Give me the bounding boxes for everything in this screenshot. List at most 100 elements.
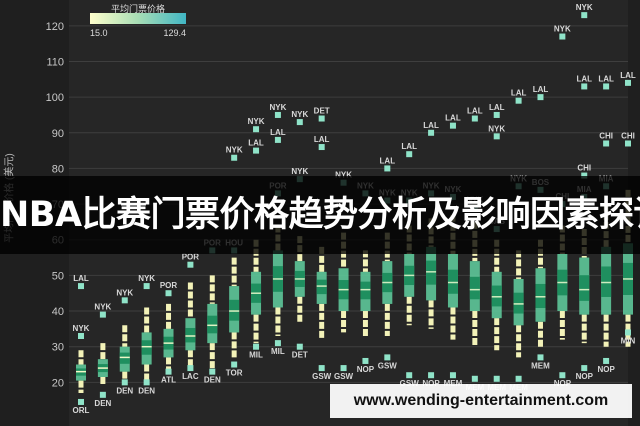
banner-title: NBA比赛门票价格趋势分析及影响因素探讨 [0,195,640,235]
outlier-point [603,83,610,90]
outlier-team-label: TOR [226,369,243,378]
legend-gradient-bar [90,13,186,24]
outlier-point [384,354,391,361]
legend-max-label: 129.4 [163,28,186,38]
outlier-team-label: NYK [291,167,308,176]
outlier-team-label: NOP [554,379,572,388]
outlier-point [471,375,478,382]
central-box [513,292,524,314]
outlier-team-label: ATL [161,376,176,385]
outlier-team-label: MEM [444,379,463,388]
outlier-team-label: LAL [576,74,592,83]
outlier-point [121,297,128,304]
legend-title: 平均门票价格 [110,4,165,14]
outlier-team-label: NYK [226,146,243,155]
outlier-team-label: NYK [248,117,265,126]
outlier-point [625,79,631,86]
central-box [535,283,546,309]
outlier-team-label: DEN [204,376,221,385]
outlier-team-label: MEM [531,361,550,370]
outlier-team-label: NOP [357,365,375,374]
outlier-point [78,398,84,405]
outlier-team-label: GSW [334,372,354,381]
y-tick-label: 100 [46,92,64,104]
outlier-point [362,357,369,364]
outlier-point [471,115,478,122]
outlier-point [231,154,238,161]
outlier-point [274,340,281,347]
y-tick-label: 80 [52,163,64,175]
outlier-point [428,372,435,379]
y-tick-label: 90 [52,128,64,140]
outlier-point [340,365,347,372]
y-tick-label: 50 [52,270,64,282]
central-box [360,281,371,300]
outlier-point [165,290,172,297]
outlier-point [253,147,260,154]
outlier-point [253,343,260,350]
outlier-point [99,391,106,398]
outlier-point [121,379,128,386]
central-box [141,340,152,355]
legend-min-label: 15.0 [90,28,108,38]
central-box [491,285,502,307]
outlier-point [187,261,194,268]
outlier-point [274,111,281,118]
title-banner: NBA比赛门票价格趋势分析及影响因素探讨 [0,176,640,254]
central-box [316,279,327,295]
outlier-point [515,375,522,382]
outlier-team-label: GSW [400,379,420,388]
outlier-team-label: LAL [598,74,614,83]
watermark-url: www.wending-entertainment.com [353,392,609,409]
color-legend: 平均门票价格 15.0 129.4 [86,2,190,40]
outlier-point [99,311,106,318]
outlier-team-label: LAL [73,274,89,283]
central-box [119,352,130,364]
outlier-point [143,379,150,386]
outlier-point [187,365,194,372]
outlier-point [253,126,260,133]
outlier-point [625,140,631,147]
outlier-point [493,375,500,382]
watermark-badge: www.wending-entertainment.com [330,384,632,418]
y-tick-label: 40 [52,306,64,318]
y-tick-label: 30 [52,342,64,354]
outlier-team-label: NYK [94,303,111,312]
outlier-point [406,372,413,379]
outlier-point [449,122,456,129]
outlier-team-label: DET [292,351,308,360]
outlier-point [581,12,588,19]
outlier-point [296,343,303,350]
outlier-team-label: LAL [314,135,330,144]
y-tick-label: 110 [46,56,64,68]
outlier-point [625,329,631,336]
outlier-team-label: DEN [138,386,155,395]
outlier-team-label: DEN [116,386,133,395]
central-box [185,327,196,343]
outlier-point [581,83,588,90]
outlier-team-label: NYK [291,110,308,119]
outlier-team-label: DEN [94,399,111,408]
outlier-team-label: NOP [576,372,594,381]
outlier-team-label: NYK [73,324,90,333]
outlier-team-label: MIL [249,351,263,360]
central-box [229,299,240,321]
outlier-team-label: LAL [270,128,286,137]
outlier-point [143,283,150,290]
outlier-team-label: LAL [489,103,505,112]
outlier-point [318,115,325,122]
outlier-point [603,357,610,364]
central-box [426,260,437,285]
outlier-point [559,372,566,379]
outlier-team-label: MIN [621,336,636,345]
outlier-team-label: LAL [467,107,483,116]
outlier-point [493,133,500,140]
y-tick-label: 20 [52,377,64,389]
outlier-team-label: CHI [621,131,635,140]
outlier-point [537,94,544,101]
outlier-point [384,165,391,172]
outlier-point [406,151,413,158]
outlier-team-label: LAL [380,156,396,165]
outlier-point [449,372,456,379]
outlier-team-label: POR [160,281,178,290]
